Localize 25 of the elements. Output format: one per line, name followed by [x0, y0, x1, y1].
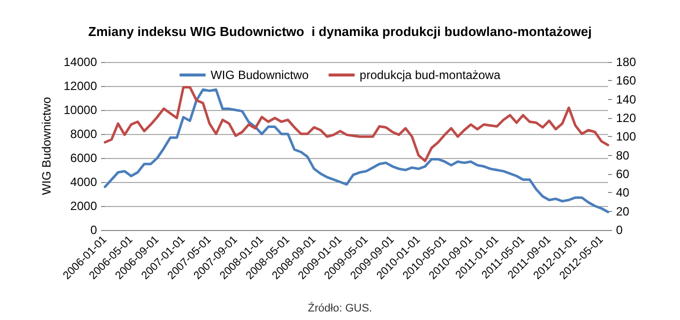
y2-tick-label: 100 [616, 130, 636, 144]
y-tick-label: 0 [90, 223, 98, 237]
line-series [104, 88, 610, 214]
chart-title: Zmiany indeksu WIG Budownictwo i dynamika produkcji budowlano-montażowej [88, 24, 592, 39]
y-tick-label: 10000 [64, 103, 98, 117]
text: Źródło: GUS. [308, 302, 372, 314]
y2-tick-label: 80 [616, 148, 630, 162]
y-tick-label: 12000 [64, 79, 98, 93]
y-tick-label: 4000 [70, 175, 98, 189]
y2-tick-label: 60 [616, 167, 630, 181]
y2-tick-label: 40 [616, 186, 630, 200]
y2-tick-label: 160 [616, 74, 636, 88]
y2-tick-label: 0 [616, 223, 623, 237]
y-tick-label: 6000 [70, 151, 98, 165]
y2-tick-label: 180 [616, 55, 636, 69]
y2-tick-label: 120 [616, 111, 636, 125]
legend-label: produkcja bud-montażowa [360, 68, 501, 82]
legend-label: WIG Budownictwo [210, 68, 309, 82]
y2-tick-label: 140 [616, 92, 636, 106]
y2-tick-label: 20 [616, 204, 630, 218]
y-axis-title: WIG Budownictwo [40, 96, 54, 196]
y-tick-label: 2000 [70, 199, 98, 213]
y-tick-label: 8000 [70, 127, 98, 141]
line-series [104, 86, 610, 162]
y-tick-label: 14000 [64, 55, 98, 69]
